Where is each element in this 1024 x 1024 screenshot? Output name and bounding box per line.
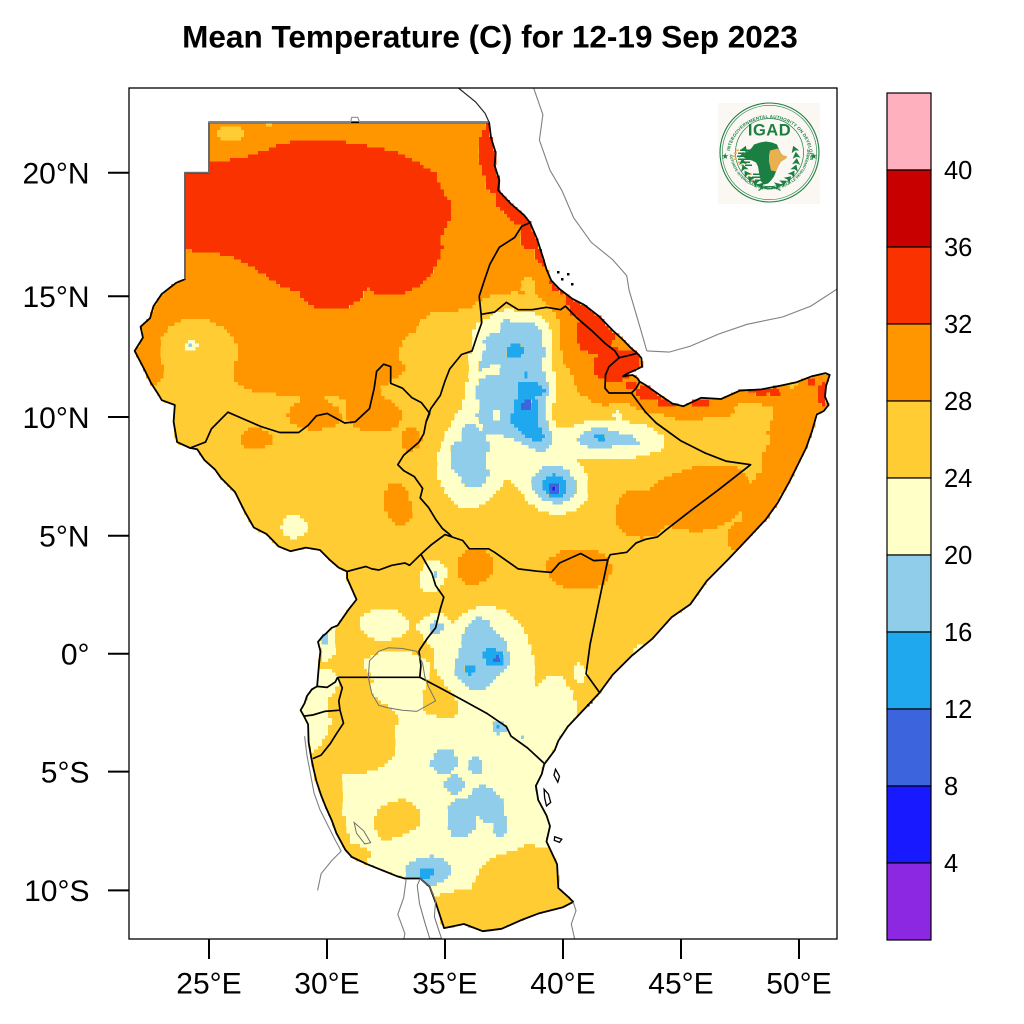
svg-text:15°N: 15°N (22, 281, 89, 314)
svg-text:★: ★ (810, 151, 818, 161)
svg-text:Mean Temperature (C) for 12-19: Mean Temperature (C) for 12-19 Sep 2023 (182, 19, 798, 55)
svg-text:IGAD: IGAD (748, 122, 791, 140)
svg-text:0°: 0° (61, 639, 90, 672)
svg-text:20: 20 (944, 542, 972, 570)
svg-text:40°E: 40°E (530, 968, 595, 1001)
svg-text:25°E: 25°E (176, 968, 241, 1001)
svg-text:12: 12 (944, 696, 972, 724)
svg-text:8: 8 (944, 773, 958, 801)
svg-text:5°N: 5°N (39, 521, 89, 554)
svg-text:30°E: 30°E (294, 968, 359, 1001)
svg-text:10°N: 10°N (22, 402, 89, 435)
svg-text:20°N: 20°N (22, 158, 89, 191)
svg-text:36: 36 (944, 234, 972, 262)
svg-text:10°S: 10°S (24, 875, 89, 908)
svg-text:45°E: 45°E (648, 968, 713, 1001)
svg-text:28: 28 (944, 388, 972, 416)
svg-text:24: 24 (944, 465, 972, 493)
svg-text:5°S: 5°S (41, 756, 90, 789)
svg-text:★: ★ (721, 151, 729, 161)
svg-text:40: 40 (944, 157, 972, 185)
svg-text:4: 4 (944, 850, 958, 878)
svg-text:16: 16 (944, 619, 972, 647)
svg-text:50°E: 50°E (766, 968, 831, 1001)
svg-text:35°E: 35°E (412, 968, 477, 1001)
svg-text:32: 32 (944, 311, 972, 339)
